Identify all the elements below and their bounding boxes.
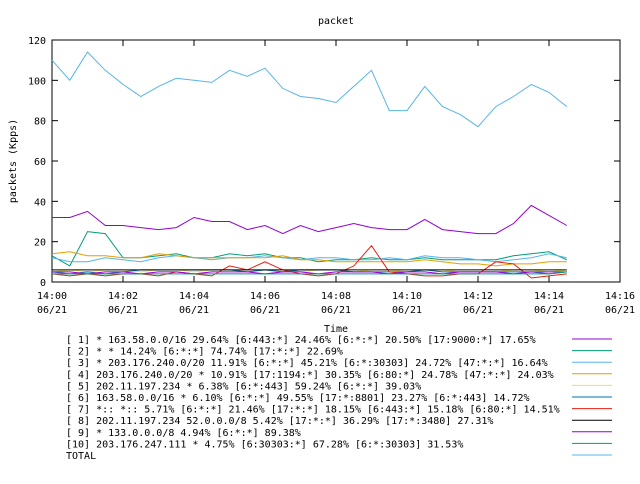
series-line-11 [51, 51, 568, 128]
x-tick-label-date: 06/21 [605, 305, 635, 316]
y-tick-label: 120 [28, 36, 46, 47]
x-tick-label-date: 06/21 [321, 305, 351, 316]
axis-ticks: 0 20 40 60 80 100 120 14:00 06/21 14:02 06/21 14:04… [28, 36, 635, 316]
x-tick-label-time: 14:14 [534, 291, 564, 302]
x-tick-label-time: 14:04 [179, 291, 209, 302]
y-tick-label: 20 [34, 238, 46, 249]
x-tick-label-date: 06/21 [108, 305, 138, 316]
plot-frame [51, 39, 621, 283]
x-tick-label-time: 14:06 [250, 291, 280, 302]
legend-label: [ 2] * * 14.24% [6:*:*] 74.74% [17:*:*] … [66, 347, 343, 358]
legend-label: [ 9] * 133.0.0.0/8 4.94% [6:*:*] 89.38% [66, 428, 301, 439]
x-tick-label-time: 14:02 [108, 291, 138, 302]
x-tick-label-time: 14:16 [605, 291, 635, 302]
x-tick-label-date: 06/21 [392, 305, 422, 316]
y-tick-label: 60 [34, 157, 46, 168]
y-tick-label: 80 [34, 117, 46, 128]
chart-title: packet [318, 16, 354, 27]
legend-label: [ 8] 202.11.197.234 52.0.0.0/8 5.42% [17… [66, 416, 493, 427]
series-line-3 [51, 253, 567, 263]
y-tick-label: 0 [40, 278, 46, 289]
series-line-1 [52, 204, 568, 235]
legend-label: [ 6] 163.58.0.0/16 * 6.10% [6:*:*] 49.55… [66, 393, 530, 404]
legend-label: [ 1] * 163.58.0.0/16 29.64% [6:443:*] 24… [66, 335, 536, 346]
x-tick-label-time: 14:12 [463, 291, 493, 302]
x-tick-label-time: 14:08 [321, 291, 351, 302]
y-tick-label: 100 [28, 76, 46, 87]
legend-label: TOTAL [66, 451, 96, 462]
y-axis-label: packets (Kpps) [8, 119, 19, 203]
x-tick-label-date: 06/21 [37, 305, 67, 316]
x-tick-label-date: 06/21 [534, 305, 564, 316]
series-lines [51, 51, 568, 279]
series-line-4 [51, 251, 567, 267]
legend-label: [ 5] 202.11.197.234 * 6.38% [6:*:443] 59… [66, 381, 421, 392]
legend-label: [ 7] *:: *:: 5.71% [6:*:*] 21.46% [17:*:… [66, 405, 560, 416]
series-line-10 [52, 271, 567, 275]
legend-label: [ 3] * 203.176.240.0/20 11.91% [6:*:*] 4… [66, 358, 548, 369]
x-tick-label-date: 06/21 [179, 305, 209, 316]
x-tick-label-date: 06/21 [463, 305, 493, 316]
x-axis-label: Time [324, 324, 348, 335]
legend: [ 1] * 163.58.0.0/16 29.64% [6:443:*] 24… [66, 335, 612, 462]
x-tick-label-time: 14:10 [392, 291, 422, 302]
legend-label: [10] 203.176.247.111 * 4.75% [6:30303:*]… [66, 439, 463, 450]
legend-label: [ 4] 203.176.240.0/20 * 10.91% [17:1194:… [66, 370, 554, 381]
x-tick-label-time: 14:00 [37, 291, 67, 302]
y-tick-label: 40 [34, 197, 46, 208]
x-tick-label-date: 06/21 [250, 305, 280, 316]
